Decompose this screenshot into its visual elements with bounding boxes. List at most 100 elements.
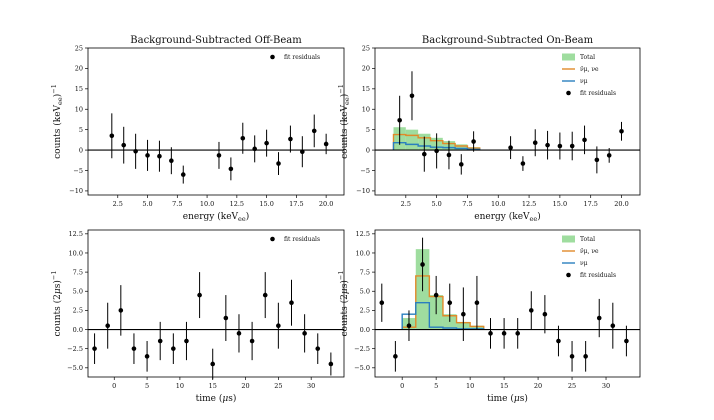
x-axis-label-end: ) [537, 211, 541, 222]
y-tick-label: −5.0 [67, 364, 83, 372]
data-point [422, 151, 427, 157]
fit-residuals-series [92, 272, 334, 380]
x-axis-label-end: s) [520, 393, 528, 404]
data-point [223, 315, 229, 321]
x-axis-label-subscript: ee [530, 215, 538, 223]
y-axis-label-end: s) [339, 280, 350, 288]
fit-residuals-series [109, 113, 329, 184]
x-tick-label: 5.0 [142, 200, 152, 208]
y-axis-label-subscript: ee [343, 97, 351, 105]
data-point [171, 346, 176, 351]
data-point [109, 133, 115, 139]
data-point [583, 354, 588, 359]
legend-total-swatch [562, 235, 575, 243]
x-axis-label: time (μs) [487, 393, 528, 404]
y-axis-label-superscript: −1 [50, 84, 58, 94]
x-axis-label-subscript: ee [238, 215, 246, 223]
data-point [557, 143, 563, 149]
legend-label: ν̄μ, νe [580, 66, 599, 73]
y-axis-label-end: ) [52, 94, 63, 98]
data-point [262, 292, 268, 298]
data-point [144, 354, 150, 359]
data-point [118, 308, 124, 313]
chart-title: Background-Subtracted Off-Beam [130, 35, 302, 46]
data-point [249, 338, 255, 344]
data-point [157, 338, 163, 344]
y-tick-label: 10.0 [356, 249, 370, 257]
legend-label: Total [580, 54, 595, 61]
total-bin [455, 144, 468, 151]
y-axis-label-mu: μ [53, 288, 63, 294]
x-tick-label: 0 [112, 382, 116, 390]
data-point [323, 141, 329, 147]
x-tick-label: 10.0 [491, 200, 505, 208]
legend-point-swatch [270, 236, 275, 242]
y-axis-label: counts (keVee)−1 [50, 84, 64, 159]
fit-residuals-series [379, 237, 629, 372]
y-tick-label: −10 [69, 187, 83, 195]
y-tick-label: 20 [75, 65, 83, 73]
data-point [252, 146, 257, 152]
data-point [409, 93, 415, 99]
data-point [406, 323, 412, 329]
data-point [569, 354, 575, 359]
data-point [488, 331, 493, 336]
data-point [169, 158, 174, 163]
y-tick-label: 0.0 [360, 326, 370, 334]
legend-label: fit residuals [284, 54, 320, 61]
legend-label: Total [580, 236, 595, 243]
y-axis-label-superscript: −1 [337, 271, 345, 281]
legend-label: νμ [580, 260, 588, 267]
data-point [461, 311, 466, 317]
y-tick-label: 10.0 [69, 249, 83, 257]
x-tick-label: 7.5 [462, 200, 472, 208]
legend: Total ν̄μ, νe νμ fit residuals [562, 53, 616, 97]
data-point [420, 262, 425, 267]
data-point [180, 172, 186, 177]
data-point [515, 331, 520, 336]
y-tick-label: −5 [73, 167, 83, 175]
data-point [508, 145, 513, 150]
chart-panel-3: 0 5 10 15 20 25 30 −5.0 −2.5 0.0 2.5 5.0 7.5 10.0 12.5… [50, 229, 345, 404]
y-tick-label: 0 [79, 146, 83, 154]
data-point [624, 338, 629, 344]
data-point [569, 143, 575, 149]
y-tick-label: 25 [362, 44, 370, 52]
x-axis-label-text: energy (keV [474, 211, 530, 222]
y-axis-label-end: ) [339, 94, 350, 98]
x-tick-label: 20.0 [614, 200, 628, 208]
data-point [458, 162, 464, 167]
data-point [474, 300, 480, 306]
y-axis-label: counts (2μs)−1 [337, 271, 350, 337]
data-point [545, 142, 550, 148]
chart-panel-4: 0 5 10 15 20 25 30 −5.0 −2.5 0.0 2.5 5.0 7.5 10.0 12.5… [337, 229, 641, 404]
axes-frame [87, 229, 345, 378]
x-tick-label: 5 [434, 382, 438, 390]
data-point [501, 331, 507, 336]
data-point [520, 161, 526, 166]
y-tick-label: −10 [356, 187, 370, 195]
x-axis-label-end: s) [228, 393, 236, 404]
y-tick-label: 0.0 [73, 326, 83, 334]
x-tick-label: 2.5 [113, 200, 123, 208]
data-point [121, 142, 127, 148]
data-point [157, 153, 162, 159]
data-point [184, 338, 189, 344]
data-point [379, 300, 385, 306]
total-bin [405, 129, 419, 151]
y-tick-label: 10 [362, 106, 370, 114]
x-tick-label: 25 [274, 382, 282, 390]
x-axis-label-text: energy (keV [183, 211, 239, 222]
y-tick-label: 12.5 [356, 230, 370, 238]
y-tick-label: −2.5 [67, 345, 83, 353]
data-point [328, 361, 334, 367]
data-point [556, 338, 561, 344]
chart-panel-1: 2.5 5.0 7.5 10.0 12.5 15.0 17.5 20.0 −10 −5 0 5 10 15… [50, 35, 345, 223]
x-tick-label: 10 [176, 382, 184, 390]
x-axis-label-mu: μ [222, 394, 228, 404]
x-tick-label: 0 [400, 382, 404, 390]
chart-title: Background-Subtracted On-Beam [422, 35, 594, 46]
x-tick-label: 5 [145, 382, 149, 390]
y-tick-label: 20 [362, 65, 370, 73]
